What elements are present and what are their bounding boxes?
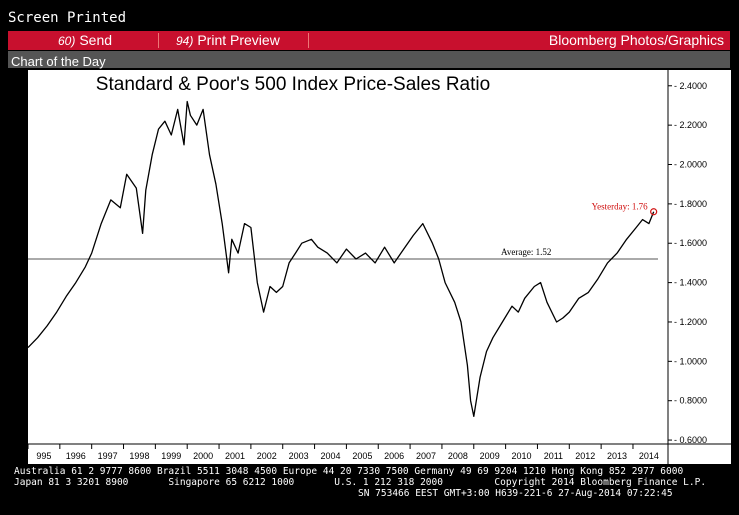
x-tick-label: 2000 (193, 451, 213, 461)
x-tick-label: 995 (36, 451, 51, 461)
y-tick-label: - 1.2000 (674, 317, 707, 327)
print-shortcut: 94) (176, 34, 194, 48)
x-tick-label: 2014 (639, 451, 659, 461)
footer-line-2: Japan 81 3 3201 8900 Singapore 65 6212 1… (14, 477, 707, 488)
chart-title: Standard & Poor's 500 Index Price-Sales … (96, 74, 490, 95)
y-tick-label: - 2.0000 (674, 160, 707, 170)
chart-of-the-day-label: Chart of the Day (11, 54, 106, 69)
brand-label: Bloomberg Photos/Graphics (548, 32, 724, 48)
y-tick-label: - 0.8000 (674, 396, 707, 406)
y-tick-label: - 1.4000 (674, 278, 707, 288)
send-shortcut: 60) (58, 34, 76, 48)
x-tick-label: 2013 (607, 451, 627, 461)
footer-line-3: SN 753466 EEST GMT+3:00 H639-221-6 27-Au… (358, 488, 673, 499)
x-tick-label: 2012 (575, 451, 595, 461)
separator (308, 33, 309, 48)
x-tick-label: 2004 (320, 451, 340, 461)
send-label: Send (79, 32, 113, 48)
subtitle-bar: Chart of the Day (8, 51, 730, 69)
ratio-series-line (28, 100, 655, 418)
x-tick-label: 2005 (352, 451, 372, 461)
x-tick-label: 1997 (98, 451, 118, 461)
x-tick-label: 1999 (161, 451, 181, 461)
y-tick-label: - 2.4000 (674, 81, 707, 91)
send-button[interactable]: 60) Send (58, 31, 112, 50)
y-tick-label: - 1.0000 (674, 356, 707, 366)
x-tick-label: 2011 (544, 451, 563, 461)
x-tick-label: 1996 (66, 451, 86, 461)
x-tick-label: 2006 (384, 451, 404, 461)
yesterday-label: Yesterday: 1.76 (592, 202, 649, 212)
chart-area: Standard & Poor's 500 Index Price-Sales … (28, 70, 731, 464)
print-label: Print Preview (197, 32, 280, 48)
x-tick-label: 2003 (289, 451, 309, 461)
x-tick-label: 2007 (416, 451, 436, 461)
average-label: Average: 1.52 (501, 247, 551, 257)
y-tick-label: - 1.6000 (674, 238, 707, 248)
x-tick-label: 2010 (512, 451, 532, 461)
footer-line-1: Australia 61 2 9777 8600 Brazil 5511 304… (14, 466, 684, 477)
screen-title: Screen Printed (8, 10, 127, 26)
y-tick-label: - 2.2000 (674, 120, 707, 130)
yesterday-marker (650, 208, 658, 216)
x-tick-label: 2002 (257, 451, 277, 461)
x-tick-label: 2008 (448, 451, 468, 461)
action-bar: 60) Send 94) Print Preview Bloomberg Photo… (8, 31, 730, 50)
y-tick-label: - 1.8000 (674, 199, 707, 209)
print-preview-button[interactable]: 94) Print Preview (176, 31, 280, 50)
price-sales-chart: Standard & Poor's 500 Index Price-Sales … (28, 70, 731, 464)
x-tick-label: 1998 (129, 451, 149, 461)
x-tick-label: 2009 (480, 451, 500, 461)
separator (158, 33, 159, 48)
x-tick-label: 2001 (225, 451, 245, 461)
y-tick-label: - 0.6000 (674, 435, 707, 445)
